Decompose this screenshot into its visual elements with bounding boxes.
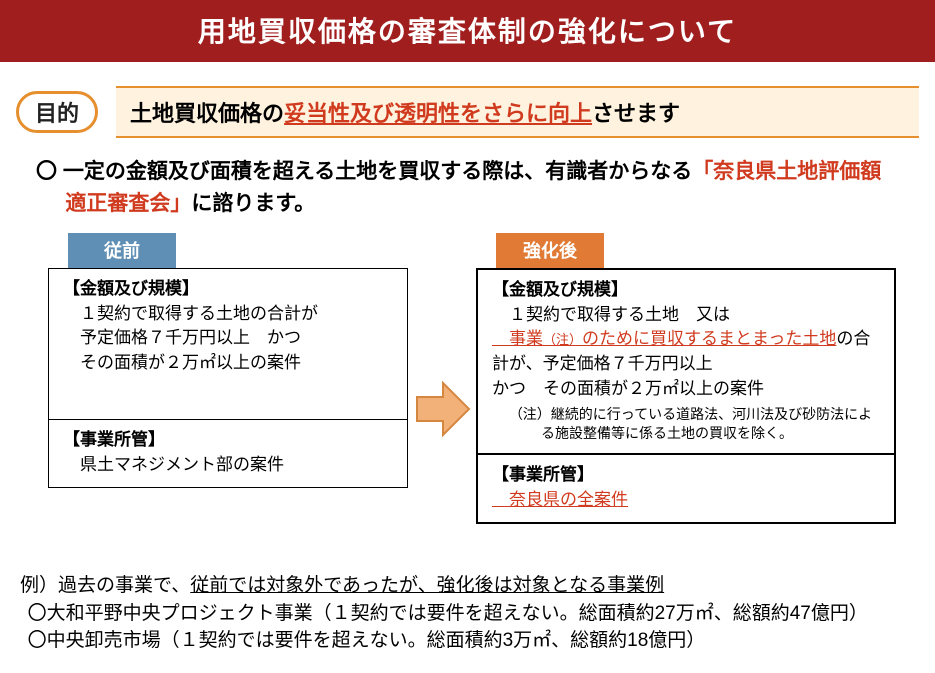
before-tab: 従前 <box>68 233 176 268</box>
after-seg2-red: 奈良県の全案件 <box>492 488 882 513</box>
examples-lead-u: 従前では対象外であったが、強化後は対象となる事業例 <box>190 575 664 596</box>
intro-pre: 一定の金額及び面積を超える土地を買収する際は、有識者からなる <box>63 160 692 183</box>
intro-post: に諮ります。 <box>191 192 315 215</box>
after-column: 強化後 【金額及び規模】 １契約で取得する土地 又は 事業（注）のために買収する… <box>476 233 896 524</box>
after-note: （注）継続的に行っている道路法、河川法及び砂防法による施設整備等に係る土地の買収… <box>492 405 882 443</box>
before-column: 従前 【金額及び規模】 １契約で取得する土地の合計が 予定価格７千万円以上 かつ… <box>48 233 408 524</box>
purpose-pill: 目的 <box>16 91 98 133</box>
before-seg1: 【金額及び規模】 １契約で取得する土地の合計が 予定価格７千万円以上 かつ その… <box>49 269 407 419</box>
after-box: 【金額及び規模】 １契約で取得する土地 又は 事業（注）のために買収するまとまっ… <box>476 268 896 524</box>
purpose-emph: 妥当性及び透明性をさらに向上 <box>284 101 592 126</box>
after-seg1-red: 事業（注）のために買収するまとまった土地の合計が、予定価格７千万円以上 <box>492 327 882 376</box>
before-seg1-hdr: 【金額及び規模】 <box>63 277 395 302</box>
before-seg2-hdr: 【事業所管】 <box>63 428 395 453</box>
examples-lead: 例）過去の事業で、従前では対象外であったが、強化後は対象となる事業例 <box>20 572 923 600</box>
after-red-pre: 事業 <box>492 329 543 348</box>
arrow-wrap <box>408 233 476 524</box>
after-red-note: （注） <box>543 332 582 347</box>
after-seg1: 【金額及び規模】 １契約で取得する土地 又は 事業（注）のために買収するまとまっ… <box>478 270 894 453</box>
after-seg1-l1: １契約で取得する土地 又は <box>492 303 882 328</box>
before-seg1-l1: １契約で取得する土地の合計が <box>63 302 395 327</box>
arrow-icon <box>413 379 471 439</box>
after-tab: 強化後 <box>496 233 604 268</box>
purpose-banner: 土地買収価格の妥当性及び透明性をさらに向上させます <box>116 86 919 138</box>
intro-paragraph: 〇 一定の金額及び面積を超える土地を買収する際は、有識者からなる「奈良県土地評価… <box>36 156 899 219</box>
before-after-diagram: 従前 【金額及び規模】 １契約で取得する土地の合計が 予定価格７千万円以上 かつ… <box>48 233 899 524</box>
examples-block: 例）過去の事業で、従前では対象外であったが、強化後は対象となる事業例 〇大和平野… <box>20 572 923 655</box>
intro-marker: 〇 <box>36 160 63 183</box>
after-seg2-hdr: 【事業所管】 <box>492 463 882 488</box>
purpose-row: 目的 土地買収価格の妥当性及び透明性をさらに向上させます <box>16 86 919 138</box>
after-post2: かつ その面積が２万㎡以上の案件 <box>492 377 882 402</box>
purpose-pre: 土地買収価格の <box>130 101 284 126</box>
after-seg2: 【事業所管】 奈良県の全案件 <box>478 453 894 522</box>
before-seg2: 【事業所管】 県土マネジメント部の案件 <box>49 419 407 487</box>
purpose-post: させます <box>592 101 680 126</box>
before-seg2-l1: 県土マネジメント部の案件 <box>63 453 395 478</box>
before-box: 【金額及び規模】 １契約で取得する土地の合計が 予定価格７千万円以上 かつ その… <box>48 268 408 488</box>
before-seg1-l2: 予定価格７千万円以上 かつ <box>63 326 395 351</box>
after-red-mid: のために買収するまとまった土地 <box>582 329 836 348</box>
example-item-1: 〇大和平野中央プロジェクト事業（１契約では要件を超えない。総面積約27万㎡、総額… <box>20 600 923 628</box>
after-seg1-hdr: 【金額及び規模】 <box>492 278 882 303</box>
examples-lead-pre: 例）過去の事業で、 <box>20 575 190 596</box>
page-title: 用地買収価格の審査体制の強化について <box>0 0 935 62</box>
before-seg1-l3: その面積が２万㎡以上の案件 <box>63 351 395 376</box>
example-item-2: 〇中央卸売市場（１契約では要件を超えない。総面積約3万㎡、総額約18億円） <box>20 627 923 655</box>
